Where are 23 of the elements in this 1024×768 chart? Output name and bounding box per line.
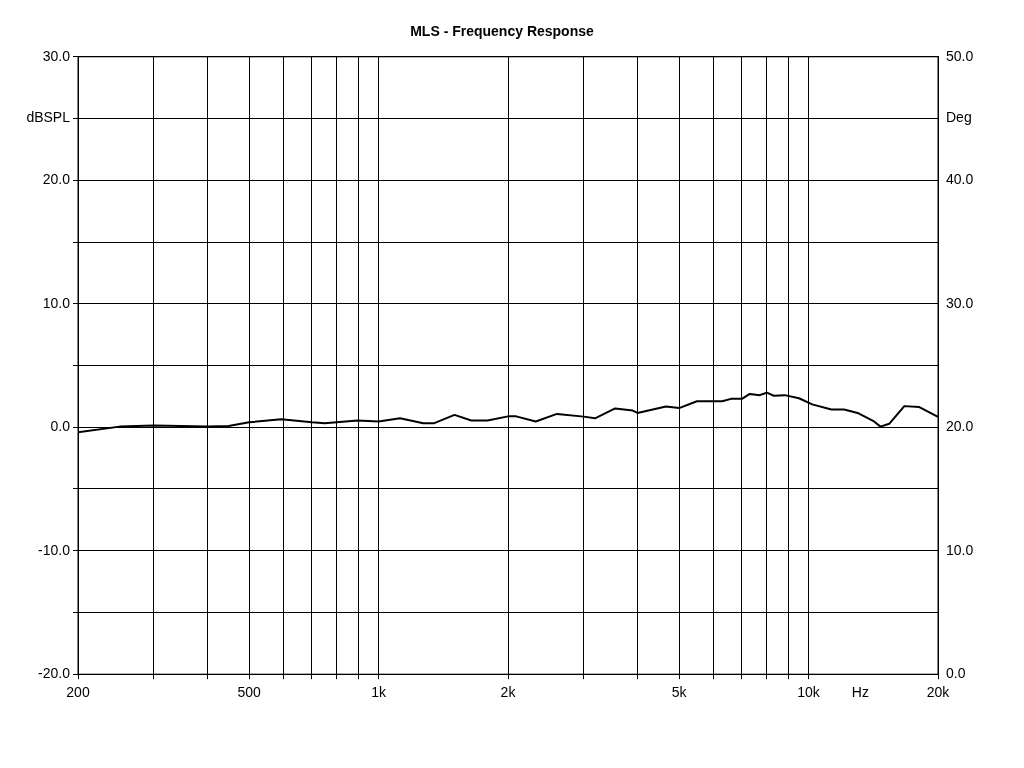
y2-tick-label: 50.0 (946, 47, 974, 64)
chart-title: MLS - Frequency Response (410, 23, 595, 40)
x-tick-label: 20k (926, 684, 951, 701)
y-tick-label: 0.0 (50, 418, 71, 435)
x-tick-label: 500 (237, 684, 262, 701)
x-tick-label: 200 (66, 684, 90, 701)
y2-tick-label: 20.0 (946, 418, 974, 435)
y2-tick-label: 0.0 (946, 665, 966, 682)
y2-tick-label: 40.0 (946, 171, 974, 188)
y-tick-label: 20.0 (42, 171, 71, 188)
x-tick-label: 10k (797, 684, 821, 701)
y-tick-label: 30.0 (42, 47, 71, 64)
x-tick-label: 1k (371, 684, 387, 701)
y-tick-label: 10.0 (42, 294, 71, 311)
y2-tick-label: 30.0 (946, 294, 974, 311)
x-tick-label: 2k (500, 684, 517, 701)
x-axis-title: Hz (851, 684, 869, 701)
y2-tick-label: 10.0 (946, 541, 974, 558)
y2-axis-title: Deg (946, 109, 972, 126)
y-tick-label: -10.0 (38, 541, 71, 558)
y-axis-title: dBSPL (26, 109, 71, 126)
y-tick-label: -20.0 (38, 665, 71, 682)
x-tick-label: 5k (671, 684, 688, 701)
